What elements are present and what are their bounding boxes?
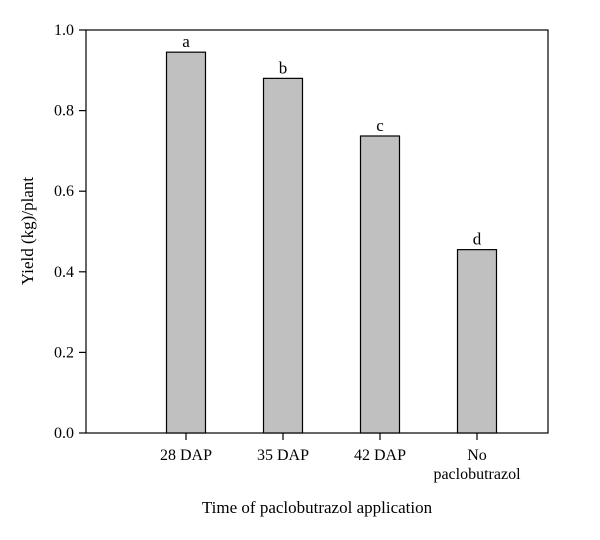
bar-significance-label: c [376, 116, 384, 135]
y-tick-label: 0.2 [54, 344, 74, 361]
bar-significance-label: d [473, 230, 482, 249]
y-tick-label: 0.6 [54, 183, 74, 200]
y-tick-label: 0.4 [54, 264, 74, 281]
x-axis: 28 DAP 35 DAP 42 DAP No paclobutrazol [160, 433, 521, 483]
plot-frame [85, 29, 549, 434]
bar-significance-label: a [182, 32, 190, 51]
x-tick-label: 35 DAP [257, 447, 309, 464]
bar [262, 77, 304, 434]
bar-significance-label: b [279, 58, 288, 77]
y-tick-label: 0.8 [54, 103, 74, 120]
y-axis: 0.0 0.2 0.4 0.6 0.8 1.0 [54, 22, 86, 442]
y-tick-label: 1.0 [54, 22, 74, 39]
x-tick-label: No paclobutrazol [433, 447, 521, 483]
x-axis-title: Time of paclobutrazol application [202, 498, 433, 517]
y-axis-title: Yield (kg)/plant [18, 177, 37, 285]
bars: a b c d [165, 32, 498, 434]
bar [456, 249, 498, 434]
bar [359, 135, 401, 434]
y-tick-label: 0.0 [54, 425, 74, 442]
bar [165, 51, 207, 434]
x-tick-label: 42 DAP [354, 447, 406, 464]
x-tick-label: 28 DAP [160, 447, 212, 464]
